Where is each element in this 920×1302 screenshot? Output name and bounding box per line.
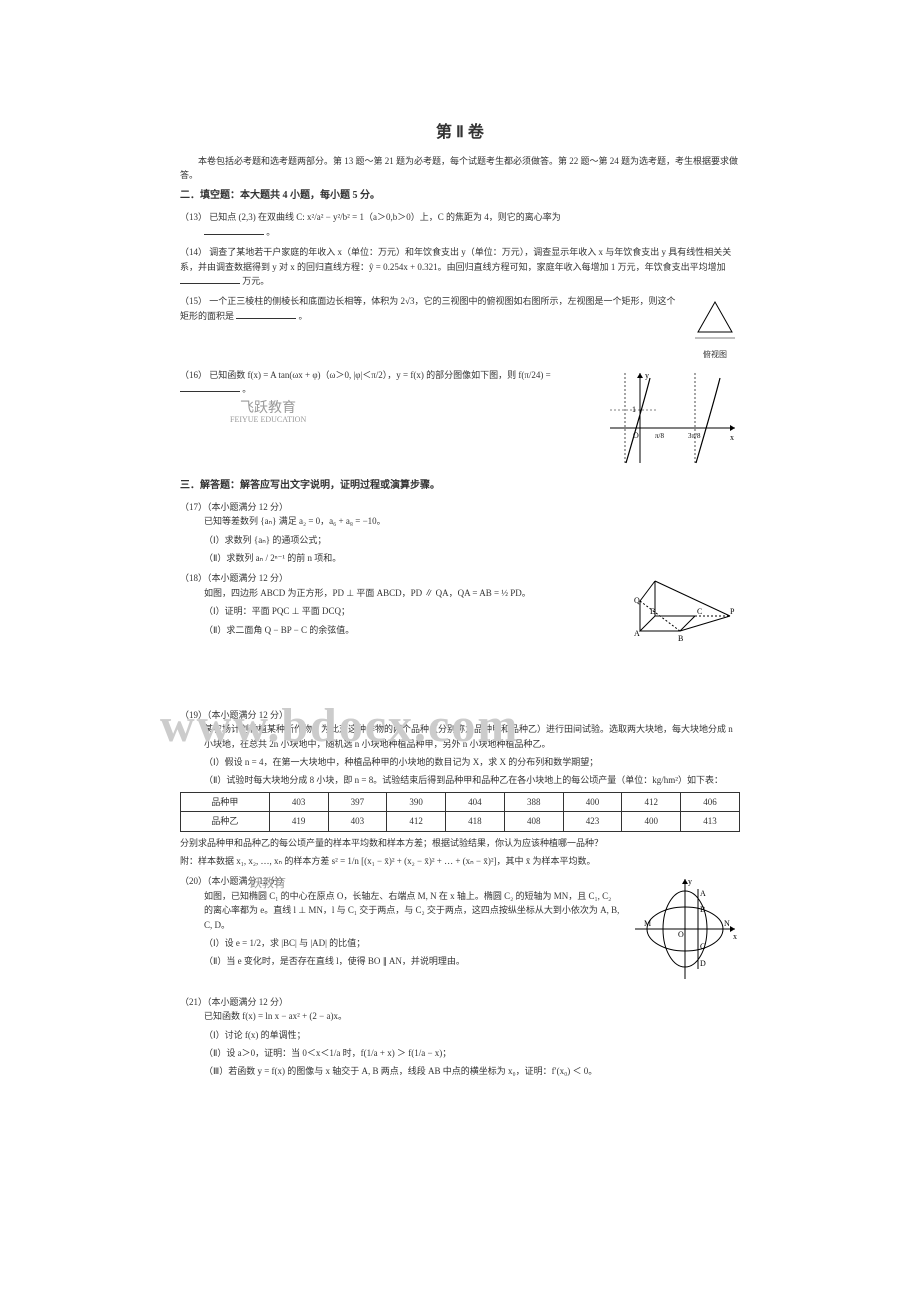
q19-header: （19）（本小题满分 12 分） <box>180 708 740 722</box>
q16-ytick: 1 <box>632 405 636 414</box>
q17-text: 已知等差数列 {aₙ} 满足 a₂ = 0，a₆ + a₈ = −10。 <box>204 514 740 528</box>
q21-text: 已知函数 f(x) = ln x − ax² + (2 − a)x。 <box>204 1009 740 1023</box>
q21-header: （21）（本小题满分 12 分） <box>180 995 740 1009</box>
q15-tail: 。 <box>299 311 308 321</box>
row1-label: 品种甲 <box>181 792 270 811</box>
question-14: （14） 调查了某地若干户家庭的年收入 x（单位：万元）和年饮食支出 y（单位：… <box>180 245 740 288</box>
watermark-feiyue-en: FEIYUE EDUCATION <box>230 414 306 427</box>
row2-label: 品种乙 <box>181 812 270 831</box>
cell: 397 <box>328 792 387 811</box>
q19-text: 某农场计划种植某种新作物，为此对这种作物的两个品种（分别称为品种甲和品种乙）进行… <box>204 722 740 751</box>
svg-text:x: x <box>730 433 734 442</box>
svg-text:Q: Q <box>634 596 640 605</box>
q15-figure: 俯视图 <box>690 294 740 361</box>
cell: 423 <box>563 812 622 831</box>
q16-tail: 。 <box>242 384 251 394</box>
section-2-heading: 二．填空题：本大题共 4 小题，每小题 5 分。 <box>180 188 740 204</box>
cell: 403 <box>328 812 387 831</box>
svg-text:y: y <box>688 877 692 886</box>
q17-part1: （Ⅰ）求数列 {aₙ} 的通项公式； <box>204 533 740 547</box>
q13-num: （13） <box>180 212 207 222</box>
q19-part4: 附：样本数据 x₁, x₂, …, xₙ 的样本方差 s² = 1/n [(x₁… <box>180 854 740 868</box>
table-row: 品种甲 403 397 390 404 388 400 412 406 <box>181 792 740 811</box>
question-19: www.bdocx.com （19）（本小题满分 12 分） 某农场计划种植某种… <box>180 708 740 869</box>
q13-blank <box>204 225 264 235</box>
q17-part2: （Ⅱ）求数列 aₙ / 2ⁿ⁻¹ 的前 n 项和。 <box>204 551 740 565</box>
cell: 418 <box>446 812 505 831</box>
question-16: O π/8 3π/8 1 x y （16） 已知函数 f(x) = A tan(… <box>180 368 740 472</box>
part-title: 第 Ⅱ 卷 <box>180 120 740 146</box>
q21-part2: （Ⅱ）设 a＞0，证明：当 0＜x＜1/a 时，f(1/a + x) ＞ f(1… <box>204 1046 740 1060</box>
q16-graph: O π/8 3π/8 1 x y <box>600 368 740 472</box>
cell: 412 <box>387 812 446 831</box>
svg-text:A: A <box>634 629 640 638</box>
q16-xtick-2: 3π/8 <box>688 432 701 440</box>
svg-text:C: C <box>697 607 702 616</box>
q13-text: 已知点 (2,3) 在双曲线 C: x²/a² − y²/b² = 1（a＞0,… <box>209 212 560 222</box>
svg-text:M: M <box>644 919 651 928</box>
q19-part3: 分别求品种甲和品种乙的每公顷产量的样本平均数和样本方差；根据试验结果，你认为应该… <box>180 836 740 850</box>
question-18: Q A B C D P （18）（本小题满分 12 分） 如图，四边形 ABCD… <box>180 571 740 655</box>
q14-blank <box>180 274 240 284</box>
q15-caption: 俯视图 <box>690 349 740 362</box>
cell: 404 <box>446 792 505 811</box>
section-3-heading: 三．解答题：解答应写出文字说明，证明过程或演算步骤。 <box>180 478 740 494</box>
cell: 400 <box>622 812 681 831</box>
q21-part1: （Ⅰ）讨论 f(x) 的单调性； <box>204 1028 740 1042</box>
cell: 403 <box>269 792 328 811</box>
q15-blank <box>236 309 296 319</box>
q21-part3: （Ⅲ）若函数 y = f(x) 的图像与 x 轴交于 A, B 两点，线段 AB… <box>204 1064 740 1078</box>
cell: 419 <box>269 812 328 831</box>
instructions-1: 本卷包括必考题和选考题两部分。第 13 题～第 21 题为必考题，每个试题考生都… <box>180 154 740 183</box>
q16-num: （16） <box>180 370 207 380</box>
q13-tail: 。 <box>266 227 275 237</box>
svg-text:O: O <box>678 930 684 939</box>
svg-text:P: P <box>730 607 735 616</box>
q16-origin-label: O <box>633 431 639 440</box>
q17-header: （17）（本小题满分 12 分） <box>180 500 740 514</box>
q14-tail: 万元。 <box>242 276 269 286</box>
cell: 388 <box>504 792 563 811</box>
svg-text:B: B <box>700 905 705 914</box>
svg-text:C: C <box>700 942 705 951</box>
watermark-feiyue: 飞跃教育 <box>240 398 296 420</box>
cell: 408 <box>504 812 563 831</box>
table-row: 品种乙 419 403 412 418 408 423 400 413 <box>181 812 740 831</box>
svg-text:A: A <box>700 889 706 898</box>
cell: 390 <box>387 792 446 811</box>
question-21: （21）（本小题满分 12 分） 已知函数 f(x) = ln x − ax² … <box>180 995 740 1079</box>
svg-text:N: N <box>724 919 730 928</box>
q20-figure: M N O A B C D x y <box>630 874 740 988</box>
q15-num: （15） <box>180 296 207 306</box>
svg-text:y: y <box>645 371 649 380</box>
q14-num: （14） <box>180 247 207 257</box>
q16-text: 已知函数 f(x) = A tan(ωx + φ)（ω＞0, |φ|＜π/2），… <box>209 370 550 380</box>
question-15: 俯视图 （15） 一个正三棱柱的侧棱长和底面边长相等，体积为 2√3，它的三视图… <box>180 294 740 361</box>
svg-text:D: D <box>700 959 706 968</box>
q14-text: 调查了某地若干户家庭的年收入 x（单位：万元）和年饮食支出 y（单位：万元），调… <box>180 247 731 271</box>
cell: 400 <box>563 792 622 811</box>
question-17: （17）（本小题满分 12 分） 已知等差数列 {aₙ} 满足 a₂ = 0，a… <box>180 500 740 566</box>
question-20: 跃教育 M N O A B C D x y （20）（本小题满分 12 分） 如… <box>180 874 740 988</box>
q19-part2: （Ⅱ）试验时每大块地分成 8 小块，即 n = 8。试验结束后得到品种甲和品种乙… <box>204 773 740 787</box>
question-13: （13） 已知点 (2,3) 在双曲线 C: x²/a² − y²/b² = 1… <box>180 210 740 239</box>
svg-text:x: x <box>733 932 737 941</box>
svg-text:B: B <box>678 634 683 643</box>
q18-figure: Q A B C D P <box>620 571 740 655</box>
q16-blank <box>180 382 240 392</box>
q19-part1: （Ⅰ）假设 n = 4，在第一大块地中，种植品种甲的小块地的数目记为 X，求 X… <box>204 755 740 769</box>
q19-table: 品种甲 403 397 390 404 388 400 412 406 品种乙 … <box>180 792 740 832</box>
cell: 413 <box>681 812 740 831</box>
q16-xtick-1: π/8 <box>655 432 664 440</box>
svg-text:D: D <box>650 607 656 616</box>
cell: 406 <box>681 792 740 811</box>
cell: 412 <box>622 792 681 811</box>
